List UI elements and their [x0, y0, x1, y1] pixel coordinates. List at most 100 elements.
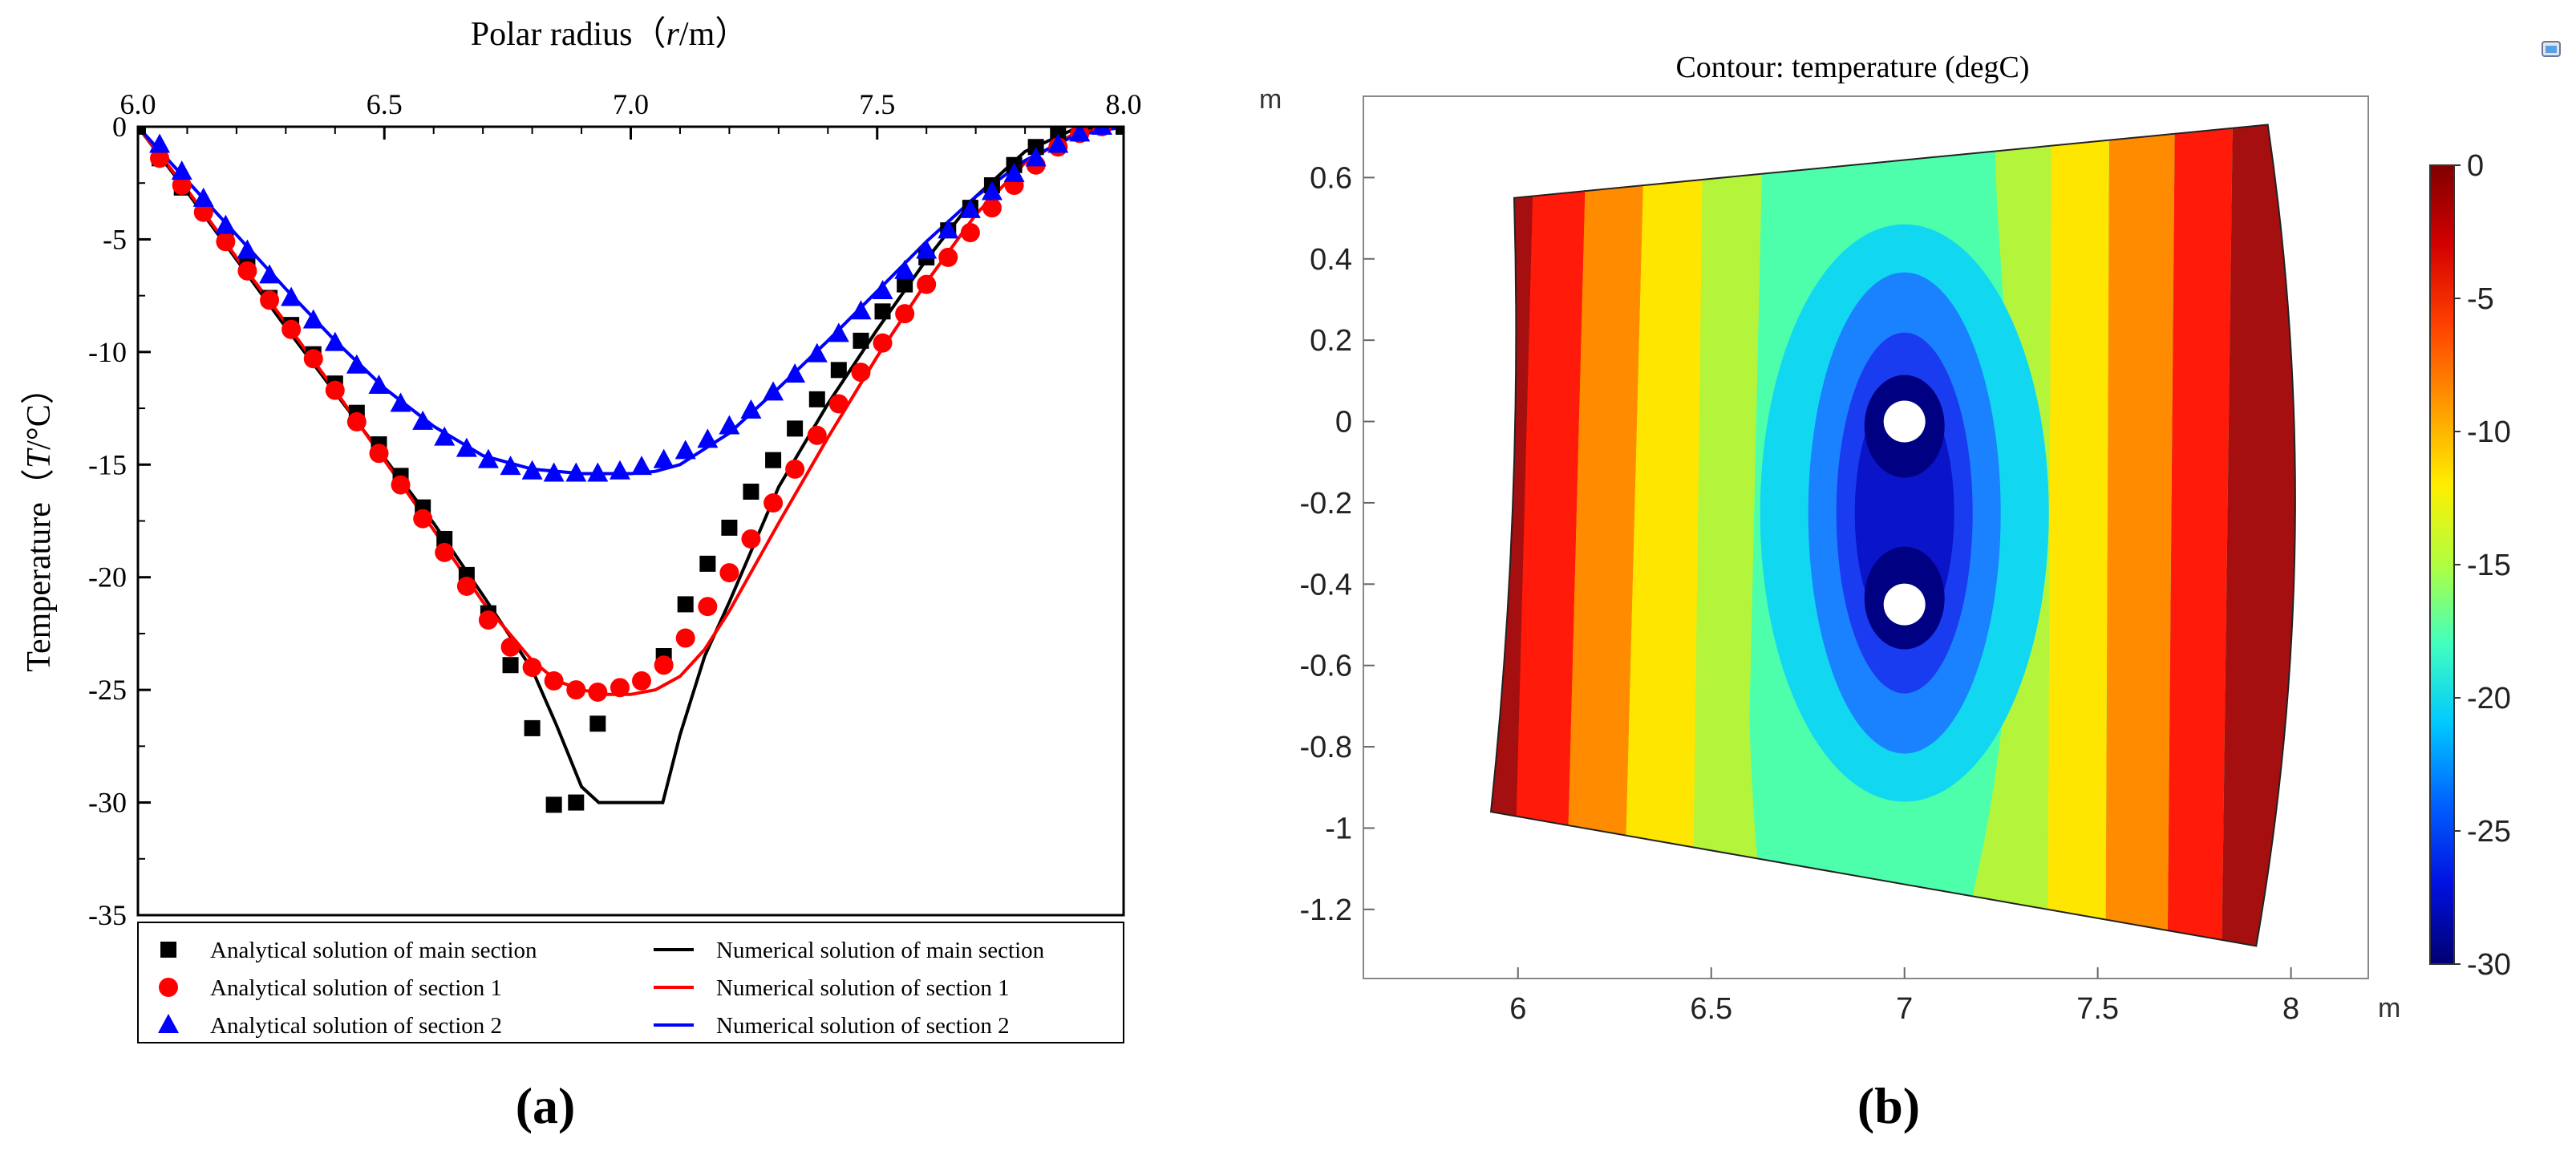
legend-item: Analytical solution of section 2	[158, 1013, 502, 1039]
data-point	[391, 475, 411, 495]
legend-swatch	[158, 1014, 179, 1033]
contour-band	[1622, 124, 1704, 946]
data-point	[412, 410, 434, 430]
data-point	[456, 576, 476, 596]
data-point	[522, 658, 542, 678]
series-1	[150, 127, 1112, 702]
y-tick-label: -10	[88, 336, 127, 368]
window-restore-icon[interactable]	[2542, 41, 2561, 57]
y-tick-label: -5	[103, 223, 127, 255]
contour-band	[1950, 124, 2051, 946]
panel-a: Polar radius（r/m） Temperature（T/°C） 6.0 6…	[21, 16, 1142, 1134]
legend-item: Numerical solution of section 1	[654, 975, 1010, 1001]
data-point	[237, 261, 257, 281]
data-point	[588, 682, 608, 702]
x-tick-label: 6	[1509, 992, 1526, 1026]
data-point	[677, 596, 694, 613]
contour-title: Contour: temperature (degC)	[1675, 51, 2029, 84]
data-point	[763, 381, 784, 401]
data-point	[828, 322, 849, 342]
data-point	[917, 274, 937, 294]
y-tick-label: 0.6	[1310, 161, 1352, 195]
data-point	[543, 462, 565, 482]
data-point	[916, 239, 938, 259]
data-point	[1047, 133, 1069, 153]
colorbar-ticks: 0 -5 -10 -15 -20 -25 -30	[2454, 149, 2511, 982]
data-point	[981, 180, 1002, 201]
data-point	[895, 304, 915, 324]
x-tick-label: 7.0	[613, 88, 649, 120]
data-point	[500, 637, 520, 657]
data-point	[281, 286, 302, 306]
colorbar-tick-label: 0	[2467, 149, 2484, 183]
data-point	[545, 796, 562, 813]
data-point	[938, 219, 959, 239]
contour-band	[2105, 124, 2176, 946]
x-axis-title: Polar radius（r/m）	[471, 16, 749, 53]
y-tick-label: -15	[88, 448, 127, 480]
data-point	[851, 363, 871, 383]
data-point	[544, 671, 564, 691]
data-point	[721, 519, 738, 536]
series-layer-a	[138, 127, 1124, 813]
data-point	[325, 380, 345, 400]
series-2	[149, 127, 1112, 482]
data-point	[434, 426, 456, 446]
axis-ticks-a: 6.0 6.5 7.0 7.5 8.0 0 -5 -10 -15 -20 -25 -30 -35	[88, 88, 1142, 931]
data-point	[698, 597, 718, 617]
data-point	[587, 462, 609, 482]
x-tick-label: 7.5	[2076, 992, 2119, 1026]
colorbar-tick-label: -15	[2467, 549, 2511, 582]
y-tick-label: -35	[88, 899, 127, 931]
x-unit-label: m	[2378, 993, 2400, 1023]
data-point	[654, 655, 674, 675]
data-point	[589, 715, 606, 732]
contour-band	[2047, 124, 2110, 946]
plot-frame-a	[136, 125, 1125, 917]
legend-item: Numerical solution of section 2	[654, 1013, 1010, 1039]
data-point	[260, 290, 280, 310]
data-point	[1069, 127, 1091, 142]
data-point	[873, 333, 893, 353]
data-point	[674, 440, 696, 460]
data-point	[850, 300, 872, 320]
contour-band	[1564, 124, 1646, 946]
data-point	[237, 239, 258, 259]
data-point	[303, 349, 323, 369]
data-point	[807, 425, 827, 445]
data-point	[1091, 127, 1112, 135]
data-point	[808, 391, 825, 407]
data-point	[435, 542, 455, 562]
axis-ticks-b: 6 6.5 7 7.5 8 0.6 0.4 0.2 0 -0.2 -0.4 -0.6 -0.8 -1 -1.…	[1300, 161, 2300, 1026]
data-point	[171, 160, 192, 180]
x-tick-label: 6.5	[1690, 992, 1732, 1026]
data-point	[500, 456, 521, 476]
data-point	[478, 610, 498, 630]
data-point	[1116, 127, 1124, 135]
data-point	[960, 223, 980, 243]
legend-label: Analytical solution of section 1	[210, 975, 502, 1001]
data-point	[743, 483, 759, 500]
y-tick-label: -20	[88, 561, 127, 594]
colorbar-tick-label: -30	[2467, 948, 2511, 982]
data-point	[1003, 162, 1025, 182]
data-point	[524, 719, 541, 736]
data-point	[138, 127, 146, 135]
y-tick-label: -0.2	[1300, 487, 1352, 521]
contour-band	[1691, 124, 1773, 946]
data-point	[324, 331, 346, 351]
data-point	[632, 671, 652, 691]
series-0	[138, 127, 1124, 813]
data-point	[785, 459, 805, 479]
data-point	[741, 529, 761, 549]
legend-label: Numerical solution of main section	[716, 938, 1045, 963]
data-point	[172, 176, 192, 196]
data-point	[456, 437, 477, 457]
data-point	[281, 319, 302, 339]
data-point	[830, 362, 847, 379]
x-tick-label: 7	[1896, 992, 1913, 1026]
x-tick-label: 8.0	[1106, 88, 1142, 120]
data-point	[390, 392, 411, 412]
y-tick-label: 0.2	[1310, 324, 1352, 358]
